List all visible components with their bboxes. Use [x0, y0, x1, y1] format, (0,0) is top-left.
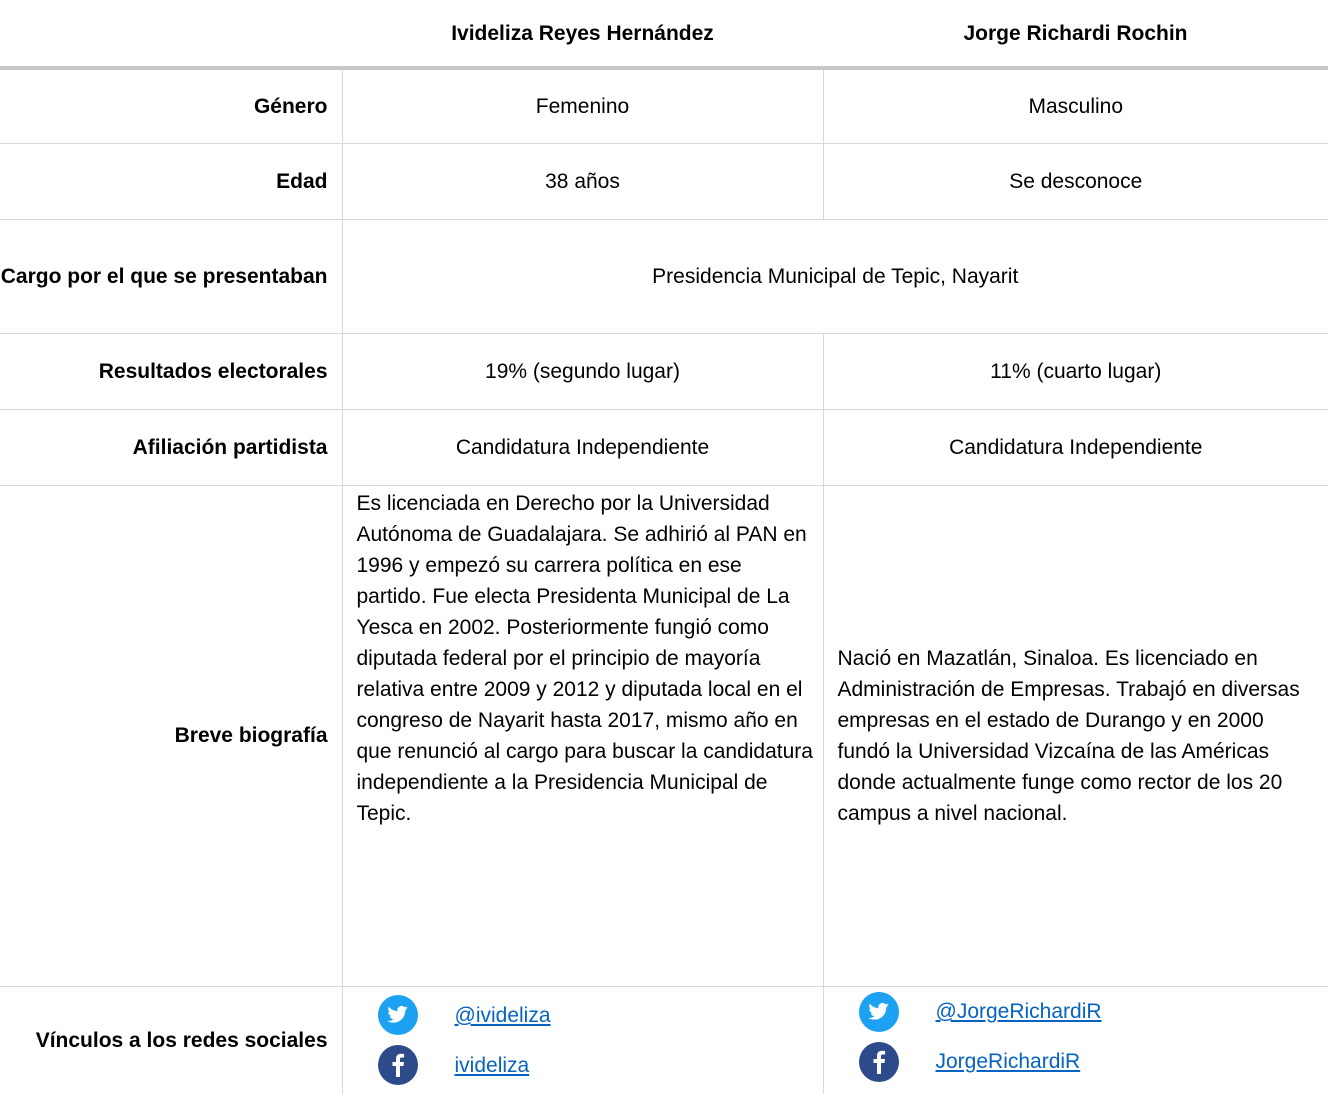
cell: Masculino: [822, 68, 1328, 144]
facebook-icon: [377, 1045, 418, 1086]
column-header: Jorge Richardi Rochin: [963, 21, 1188, 45]
links-cell: @ivideliza ivideliza: [341, 986, 823, 1094]
cell: Se desconoce: [822, 143, 1328, 220]
link-text[interactable]: @ivideliza: [454, 1003, 551, 1027]
row-label: Vínculos a los redes sociales: [35, 1028, 328, 1052]
facebook-icon: [858, 1041, 899, 1082]
row-label: Breve biografía: [0, 485, 342, 987]
row: Afiliación partidista Candidatura Indepe…: [0, 409, 1328, 486]
row-label: Cargo por el que se presentaban: [0, 219, 342, 334]
bio-cell: Es licenciada en Derecho por la Universi…: [341, 485, 823, 987]
twitter-icon: [377, 995, 418, 1036]
row-label: Edad: [0, 143, 342, 220]
link-text[interactable]: JorgeRichardiR: [935, 1050, 1081, 1073]
cell: 38 años: [341, 143, 823, 220]
row: Vínculos a los redes sociales @ivideliza…: [0, 986, 1328, 1094]
twitter-link: @ivideliza: [377, 990, 823, 1040]
twitter-link: @JorgeRichardiR: [858, 987, 1328, 1037]
row-label: Género: [0, 68, 342, 144]
merged-cell: Presidencia Municipal de Tepic, Nayarit: [341, 219, 1328, 334]
twitter-icon: [858, 991, 899, 1032]
links-cell: @JorgeRichardiR JorgeRichardiR: [822, 986, 1328, 1094]
link-text[interactable]: @JorgeRichardiR: [935, 1000, 1102, 1023]
link-text[interactable]: ivideliza: [454, 1053, 530, 1077]
cell: 11% (cuarto lugar): [822, 333, 1328, 410]
cell: 19% (segundo lugar): [341, 333, 823, 410]
bio-cell: Nació en Mazatlán, Sinaloa. Es licenciad…: [822, 485, 1328, 987]
cell: Candidatura Independiente: [822, 409, 1328, 486]
corner: [0, 0, 342, 68]
row-label: Resultados electorales: [0, 333, 342, 410]
column-header: Ivideliza Reyes Hernández: [451, 21, 714, 45]
row-label: Afiliación partidista: [0, 409, 342, 486]
row: Resultados electorales 19% (segundo luga…: [0, 333, 1328, 410]
row: Género Femenino Masculino: [0, 68, 1328, 144]
cell: Femenino: [341, 68, 823, 144]
row: Breve biografía Es licenciada en Derecho…: [0, 485, 1328, 987]
cell: Candidatura Independiente: [341, 409, 823, 486]
row: Cargo por el que se presentaban Presiden…: [0, 219, 1328, 334]
facebook-link: JorgeRichardiR: [858, 1037, 1328, 1087]
header-row: Ivideliza Reyes Hernández Jorge Richardi…: [0, 0, 1328, 68]
row: Edad 38 años Se desconoce: [0, 143, 1328, 220]
facebook-link: ivideliza: [377, 1040, 823, 1090]
